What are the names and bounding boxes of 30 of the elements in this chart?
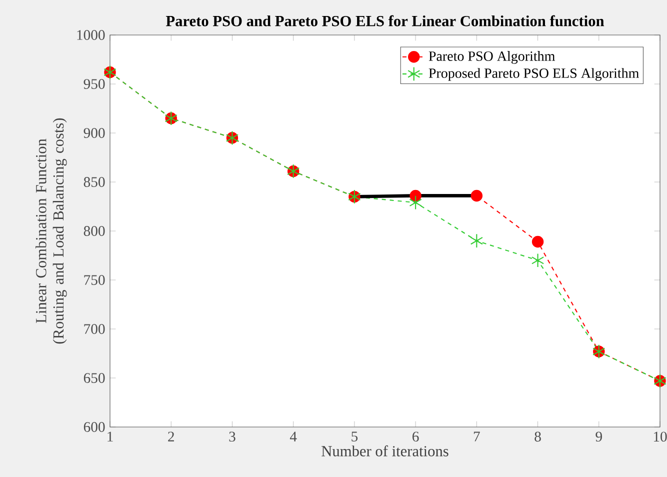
- y-tick-label: 1000: [77, 30, 105, 40]
- point: [470, 190, 483, 202]
- x-tick-label: 1: [108, 432, 113, 442]
- x-tick-label: 7: [474, 432, 480, 442]
- y-axis-title: Linear Combination Function (Routing and Load Balancing costs): [36, 118, 67, 344]
- point: [410, 190, 422, 202]
- chart-title: Pareto PSO and Pareto PSO ELS for Linear Combination function: [166, 15, 604, 26]
- x-axis-title: Number of iterations: [322, 445, 448, 456]
- y-tick-label: 800: [84, 226, 105, 236]
- legend-label: Pareto PSO Algorithm: [428, 51, 555, 64]
- y-tick-label: 900: [84, 128, 105, 138]
- y-tick-label: 750: [84, 275, 105, 285]
- x-tick-label: 5: [352, 432, 358, 442]
- x-tick-label: 9: [596, 432, 602, 442]
- y-tick-label: 600: [84, 422, 105, 432]
- point: [532, 236, 544, 248]
- point: [531, 253, 544, 268]
- legend-label: Proposed Pareto PSO ELS Algorithm: [428, 68, 639, 81]
- y-tick-label: 850: [84, 177, 105, 187]
- x-tick-label: 4: [290, 432, 297, 442]
- x-tick-label: 8: [534, 432, 541, 442]
- point: [409, 195, 422, 210]
- point: [470, 234, 483, 248]
- y-tick-label: 950: [84, 79, 105, 89]
- x-tick-label: 6: [412, 432, 419, 442]
- y-tick-label: 650: [84, 373, 105, 383]
- x-tick-label: 3: [229, 432, 236, 442]
- y-tick-label: 700: [84, 324, 105, 334]
- x-tick-label: 10: [654, 432, 667, 442]
- x-tick-label: 2: [168, 432, 174, 442]
